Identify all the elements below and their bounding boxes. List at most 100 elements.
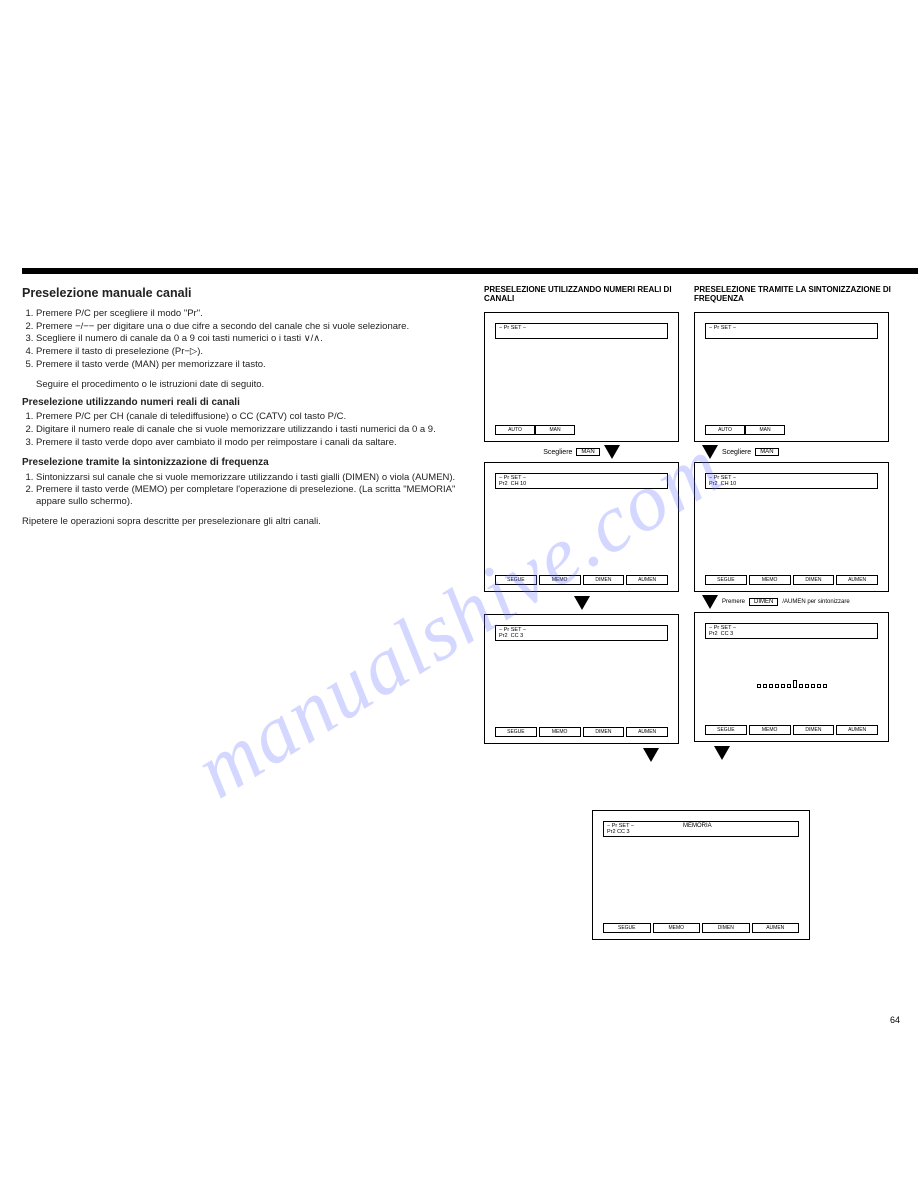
tuning-bar <box>811 684 815 688</box>
arrow-wrap <box>484 592 679 614</box>
footer-btn: AUMEN <box>752 923 800 933</box>
arrow-label-row: Scegliere MAN <box>484 445 679 459</box>
screen-header: − Pr SET − <box>705 323 878 339</box>
content-row: Preselezione manuale canali Premere P/C … <box>22 286 896 771</box>
footer-btn: SEGUE <box>705 725 747 735</box>
arrow-down-icon <box>604 445 620 459</box>
footer-btn: MAN <box>535 425 575 435</box>
footer-btn: AUMEN <box>836 575 878 585</box>
tv-screen: − Pr SET − Pr2 CH 10 SEGUE MEMO DIMEN AU… <box>694 462 889 592</box>
footer-btn: AUTO <box>495 425 535 435</box>
screen-header: − Pr SET − Pr2 CC 3 <box>705 623 878 639</box>
tv-screen-final: − Pr SET − Pr2 CC 3 MEMORIA SEGUE MEMO D… <box>592 810 810 940</box>
aumen-suffix: /AUMEN per sintonizzare <box>782 599 849 605</box>
tuning-bar <box>763 684 767 688</box>
tuning-bar <box>787 684 791 688</box>
footer-btn: SEGUE <box>603 923 651 933</box>
screen-header: − Pr SET − Pr2 CH 10 <box>495 473 668 489</box>
tuning-bar <box>757 684 761 688</box>
tv-screen: − Pr SET − Pr2 CC 3 SEGUE MEMO DIMEN AUM… <box>484 614 679 744</box>
footer-btn: DIMEN <box>583 727 625 737</box>
footer-btn: AUMEN <box>626 575 668 585</box>
tuning-bar <box>799 684 803 688</box>
step: Digitare il numero reale di canale che s… <box>36 424 472 436</box>
step: Premere il tasto verde (MAN) per memoriz… <box>36 359 472 371</box>
tuning-bar <box>805 684 809 688</box>
tuning-bars <box>715 678 868 688</box>
step: Premere P/C per scegliere il modo "Pr". <box>36 308 472 320</box>
premere-label: Premere <box>722 599 745 605</box>
manual-page: Preselezione manuale canali Premere P/C … <box>0 0 918 1188</box>
step: Premere P/C per CH (canale di telediffus… <box>36 411 472 423</box>
sub1-steps: Premere P/C per CH (canale di telediffus… <box>36 411 472 449</box>
footer-btn: DIMEN <box>583 575 625 585</box>
screen-footer: SEGUE MEMO DIMEN AUMEN <box>705 725 878 735</box>
main-steps: Premere P/C per scegliere il modo "Pr". … <box>36 308 472 371</box>
arrow-down-icon <box>574 596 590 610</box>
footer-btn: SEGUE <box>495 727 537 737</box>
footer-btn: MEMO <box>749 725 791 735</box>
tuning-bar <box>775 684 779 688</box>
tuning-bar <box>781 684 785 688</box>
left-text-column: Preselezione manuale canali Premere P/C … <box>22 286 472 771</box>
screen-header: − Pr SET − Pr2 CC 3 <box>495 625 668 641</box>
screen-header: − Pr SET − <box>495 323 668 339</box>
footer-btn: AUTO <box>705 425 745 435</box>
page-number: 64 <box>890 1015 900 1025</box>
footer-btn: AUMEN <box>836 725 878 735</box>
sub2-steps: Sintonizzarsi sul canale che si vuole me… <box>36 472 472 509</box>
arrow-label-row: Scegliere MAN <box>694 445 889 459</box>
col-a-title: PRESELEZIONE UTILIZZANDO NUMERI REALI DI… <box>484 286 684 308</box>
screen-footer: SEGUE MEMO DIMEN AUMEN <box>495 575 668 585</box>
arrow-down-icon <box>643 748 659 762</box>
man-box: MAN <box>576 448 599 456</box>
screen-footer: SEGUE MEMO DIMEN AUMEN <box>705 575 878 585</box>
screen-footer: SEGUE MEMO DIMEN AUMEN <box>495 727 668 737</box>
step: Premere il tasto verde (MEMO) per comple… <box>36 484 472 508</box>
footer-btn: SEGUE <box>495 575 537 585</box>
final-screen-wrap: − Pr SET − Pr2 CC 3 MEMORIA SEGUE MEMO D… <box>592 810 810 940</box>
footer-btn: MEMO <box>539 727 581 737</box>
tuning-bar <box>817 684 821 688</box>
arrow-down-icon <box>714 746 730 760</box>
footer-btn: DIMEN <box>793 725 835 735</box>
footer-btn: DIMEN <box>793 575 835 585</box>
arrow-wrap <box>694 742 889 769</box>
footer-btn: MEMO <box>539 575 581 585</box>
screen-footer: AUTO MAN <box>495 425 575 435</box>
step: Premere −/−− per digitare una o due cifr… <box>36 321 472 333</box>
screen-header: − Pr SET − Pr2 CH 10 <box>705 473 878 489</box>
arrow-down-icon <box>702 445 718 459</box>
sub1-title: Preselezione utilizzando numeri reali di… <box>22 397 472 410</box>
screen-footer: SEGUE MEMO DIMEN AUMEN <box>603 923 799 933</box>
footer-btn: MEMO <box>749 575 791 585</box>
footer-btn: SEGUE <box>705 575 747 585</box>
flow-col-a: PRESELEZIONE UTILIZZANDO NUMERI REALI DI… <box>484 286 684 771</box>
arrow-label-row: Premere DIMEN /AUMEN per sintonizzare <box>694 595 889 609</box>
main-note: Seguire el procedimento o le istruzioni … <box>36 379 472 391</box>
scegliere-label: Scegliere <box>543 449 572 456</box>
man-box: MAN <box>755 448 778 456</box>
footer-btn: DIMEN <box>702 923 750 933</box>
sub2-title: Preselezione tramite la sintonizzazione … <box>22 457 472 470</box>
arrow-wrap <box>484 744 679 771</box>
step: Premere il tasto di preselezione (Pr−▷). <box>36 346 472 358</box>
dimen-box: DIMEN <box>749 598 778 606</box>
footer-btn: AUMEN <box>626 727 668 737</box>
step: Scegliere il numero di canale da 0 a 9 c… <box>36 333 472 345</box>
tuning-bar <box>823 684 827 688</box>
repeat-note: Ripetere le operazioni sopra descritte p… <box>22 516 472 528</box>
col-b-title: PRESELEZIONE TRAMITE LA SINTONIZZAZIONE … <box>694 286 894 308</box>
tuning-bar <box>769 684 773 688</box>
step: Premere il tasto verde dopo aver cambiat… <box>36 437 472 449</box>
screen-footer: AUTO MAN <box>705 425 785 435</box>
tuning-bar <box>793 680 797 688</box>
tv-screen: − Pr SET − AUTO MAN <box>694 312 889 442</box>
footer-btn: MEMO <box>653 923 701 933</box>
tv-screen: − Pr SET − Pr2 CH 10 SEGUE MEMO DIMEN AU… <box>484 462 679 592</box>
tv-screen: − Pr SET − AUTO MAN <box>484 312 679 442</box>
step: Sintonizzarsi sul canale che si vuole me… <box>36 472 472 484</box>
tv-screen: − Pr SET − Pr2 CC 3 SEGUE MEMO DIMEN AUM… <box>694 612 889 742</box>
scegliere-label: Scegliere <box>722 449 751 456</box>
right-flow: PRESELEZIONE UTILIZZANDO NUMERI REALI DI… <box>484 286 894 771</box>
